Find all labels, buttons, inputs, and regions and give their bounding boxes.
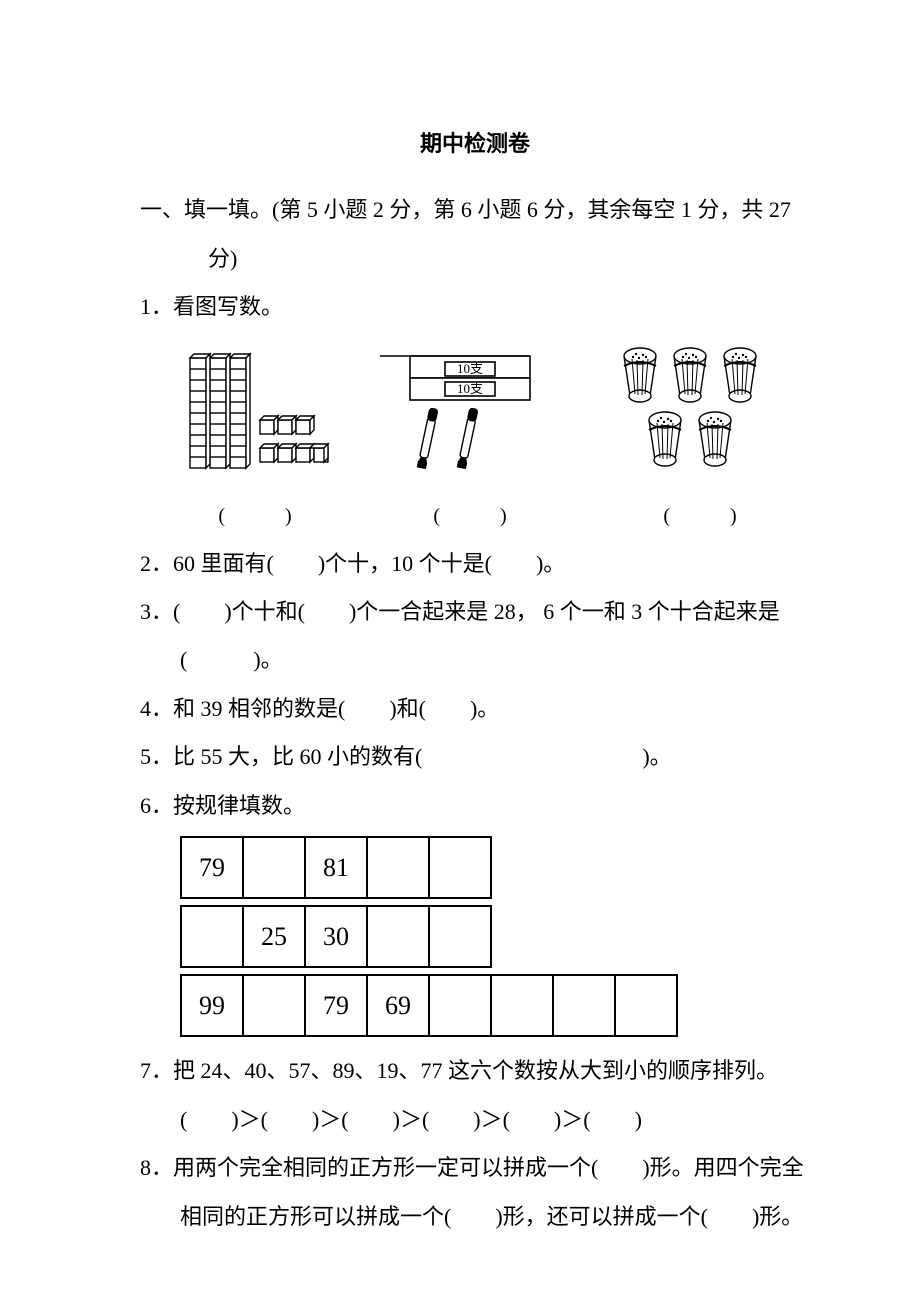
q6-r1-c2: 81	[305, 837, 367, 898]
q6-r2-c1: 25	[243, 906, 305, 967]
q6-r3-c6	[553, 975, 615, 1036]
q1-label: 1．看图写数。	[140, 283, 810, 331]
section-1-heading-2: 分)	[140, 235, 810, 283]
q1-item-bundles: ( )	[610, 338, 790, 538]
q6-label: 6．按规律填数。	[140, 782, 810, 830]
q6-row1: 79 81	[180, 836, 492, 899]
q3-line2: ( )。	[140, 636, 810, 684]
q7-line1: 7．把 24、40、57、89、19、77 这六个数按从大到小的顺序排列。	[140, 1047, 810, 1095]
q6-r1-c3	[367, 837, 429, 898]
q1-images-row: ( ) 10支 10支	[180, 338, 810, 538]
q1-item-blocks: ( )	[180, 348, 330, 538]
section-1-heading-1: 一、填一填。(第 5 小题 2 分，第 6 小题 6 分，其余每空 1 分，共 …	[140, 186, 810, 234]
q1-blank-2: ( )	[433, 494, 506, 538]
q1-blank-1: ( )	[218, 494, 291, 538]
q6-r3-c5	[491, 975, 553, 1036]
q6-r3-c2: 79	[305, 975, 367, 1036]
q6-r3-c1	[243, 975, 305, 1036]
q5: 5．比 55 大，比 60 小的数有( )。	[140, 733, 810, 781]
q6-r2-c0	[181, 906, 243, 967]
q1-blank-3: ( )	[663, 494, 736, 538]
q4: 4．和 39 相邻的数是( )和( )。	[140, 685, 810, 733]
q8-line1: 8．用两个完全相同的正方形一定可以拼成一个( )形。用四个完全	[140, 1144, 810, 1192]
exam-page: 期中检测卷 一、填一填。(第 5 小题 2 分，第 6 小题 6 分，其余每空 …	[0, 0, 920, 1301]
q6-row2: 25 30	[180, 905, 492, 968]
pen-box-label-2: 10支	[457, 381, 483, 396]
page-title: 期中检测卷	[140, 120, 810, 168]
q6-row3: 99 79 69	[180, 974, 678, 1037]
q6-r2-c2: 30	[305, 906, 367, 967]
q2: 2．60 里面有( )个十，10 个十是( )。	[140, 540, 810, 588]
q6-r2-c4	[429, 906, 491, 967]
q6-r3-c7	[615, 975, 677, 1036]
q6-r3-c0: 99	[181, 975, 243, 1036]
q7-line2: ( )＞( )＞( )＞( )＞( )＞( )	[140, 1096, 810, 1144]
q3-line1: 3．( )个十和( )个一合起来是 28， 6 个一和 3 个十合起来是	[140, 588, 810, 636]
pen-box-label-1: 10支	[457, 361, 483, 376]
q6-r3-c3: 69	[367, 975, 429, 1036]
bundles-icon	[610, 338, 790, 488]
q6-r1-c4	[429, 837, 491, 898]
q6-r1-c0: 79	[181, 837, 243, 898]
q6-r1-c1	[243, 837, 305, 898]
q6-r3-c4	[429, 975, 491, 1036]
blocks-icon	[180, 348, 330, 488]
q6-r2-c3	[367, 906, 429, 967]
pens-icon: 10支 10支	[380, 338, 560, 488]
q8-line2: 相同的正方形可以拼成一个( )形，还可以拼成一个( )形。	[140, 1193, 810, 1241]
q1-item-pens: 10支 10支 ( )	[380, 338, 560, 538]
